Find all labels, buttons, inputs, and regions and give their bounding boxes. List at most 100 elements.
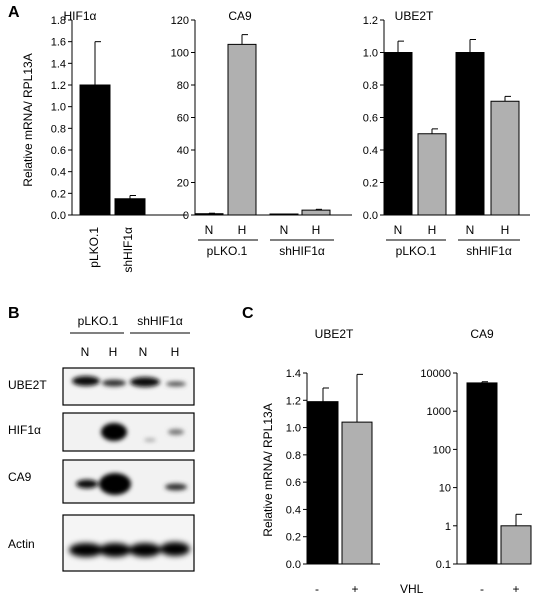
bar — [114, 198, 146, 216]
y-tick-label: 0.8 — [286, 450, 301, 462]
y-tick-label: 0.8 — [363, 80, 378, 92]
x-tick-label: + — [351, 582, 358, 596]
group-label: shHIF1α — [279, 244, 325, 258]
x-tick-label: shHIF1α — [121, 227, 135, 273]
bar — [455, 52, 485, 216]
chart-title: UBE2T — [315, 327, 354, 341]
chart-title: HIF1α — [64, 9, 97, 23]
y-tick-label: 1.0 — [286, 423, 301, 435]
y-tick-label: 40 — [177, 145, 189, 157]
chart-hif1a: HIF1α Relative mRNA/ RPL13A 0.0 0.2 0.4 0.6… — [21, 9, 187, 273]
group-label: pLKO.1 — [396, 244, 437, 258]
y-tick-label: 1.2 — [286, 395, 301, 407]
bar — [417, 133, 447, 216]
blot-group-label: pLKO.1 — [78, 314, 119, 328]
blot-lane-label: H — [171, 345, 180, 359]
blot-group-label: shHIF1α — [137, 314, 183, 328]
y-tick-label: 20 — [177, 178, 189, 190]
condition-label: N — [394, 223, 403, 237]
condition-label: N — [280, 223, 289, 237]
y-tick-label: 1.0 — [363, 48, 378, 60]
condition-label: H — [501, 223, 510, 237]
x-tick-label: - — [315, 582, 319, 596]
y-tick-label: 100 — [171, 48, 189, 60]
y-tick-label: 1 — [445, 521, 451, 533]
bar — [227, 43, 257, 216]
blot-bands-hif1a — [101, 423, 184, 442]
y-tick-label: 0.0 — [286, 559, 301, 571]
bar — [194, 213, 224, 216]
blot-bands-ube2t — [72, 376, 186, 387]
blot-bands-actin — [69, 542, 190, 557]
group-label: pLKO.1 — [207, 244, 248, 258]
blot-row-label: CA9 — [8, 470, 32, 484]
panel-a: A HIF1α Relative mRNA/ RPL13A 0.0 0.2 0.4 0… — [8, 4, 530, 273]
x-tick-label: pLKO.1 — [87, 227, 101, 268]
chart-ca9-vhl: CA9 0.1 1 10 100 1000 10000 - + VHL — [400, 327, 532, 596]
bar — [307, 401, 339, 565]
bar — [500, 525, 532, 565]
y-tick-label: 120 — [171, 15, 189, 27]
y-tick-label: 0.2 — [363, 178, 378, 190]
chart-title: CA9 — [470, 327, 494, 341]
y-tick-label: 0.8 — [51, 123, 66, 135]
blot-lane-label: N — [81, 345, 90, 359]
x-tick-label: + — [512, 582, 519, 596]
y-tick-label: 1.2 — [51, 80, 66, 92]
chart-ca9: CA9 0 20 40 60 80 100 120 N H N H pLKO.1 shHIF… — [171, 9, 352, 258]
y-tick-label: 80 — [177, 80, 189, 92]
bar — [383, 52, 413, 216]
chart-title: UBE2T — [395, 9, 434, 23]
panel-label-c: C — [242, 305, 254, 322]
bar — [79, 84, 111, 216]
condition-label: H — [312, 223, 321, 237]
y-tick-label: 1.4 — [286, 368, 301, 380]
blot-bands-ca9 — [76, 473, 187, 495]
condition-label: H — [428, 223, 437, 237]
y-tick-label: 60 — [177, 113, 189, 125]
blot-row-label: HIF1α — [8, 423, 41, 437]
bar — [466, 382, 498, 565]
condition-label: N — [205, 223, 214, 237]
y-tick-label: 0.4 — [286, 504, 301, 516]
y-tick-label: 10000 — [420, 368, 451, 380]
y-tick-label: 100 — [433, 444, 451, 456]
panel-c: C UBE2T Relative mRNA/ RPL13A 0.0 0.2 0.4 0… — [242, 305, 532, 596]
y-tick-label: 1.6 — [51, 37, 66, 49]
x-axis-label: VHL — [400, 582, 424, 596]
y-tick-label: 0.6 — [363, 113, 378, 125]
y-tick-label: 10 — [439, 483, 451, 495]
y-axis-label: Relative mRNA/ RPL13A — [21, 53, 35, 186]
y-tick-label: 0 — [183, 210, 189, 222]
y-axis-label: Relative mRNA/ RPL13A — [261, 403, 275, 536]
panel-label-a: A — [8, 4, 20, 21]
y-tick-label: 0.6 — [51, 145, 66, 157]
y-tick-label: 0.6 — [286, 477, 301, 489]
y-tick-label: 1.8 — [51, 15, 66, 27]
y-tick-label: 0.0 — [51, 210, 66, 222]
condition-label: H — [238, 223, 247, 237]
chart-ube2t: UBE2T 0.0 0.2 0.4 0.6 0.8 1.0 1.2 N H N H pLKO… — [363, 9, 530, 258]
y-tick-label: 0.2 — [51, 188, 66, 200]
panel-b-western-blot: B pLKO.1 shHIF1α N H N H UBE2T HIF1α CA9 — [8, 305, 195, 572]
y-tick-label: 1.4 — [51, 58, 66, 70]
x-tick-label: - — [480, 582, 484, 596]
y-tick-label: 0.2 — [286, 532, 301, 544]
group-label: shHIF1α — [466, 244, 512, 258]
y-tick-label: 1.0 — [51, 102, 66, 114]
y-tick-label: 1000 — [427, 406, 451, 418]
blot-lane-label: N — [139, 345, 148, 359]
blot-row-label: Actin — [8, 537, 35, 551]
blot-strip-ube2t — [62, 367, 195, 406]
y-tick-label: 0.1 — [436, 559, 451, 571]
bar — [341, 421, 373, 565]
blot-lane-label: H — [109, 345, 118, 359]
condition-label: N — [466, 223, 475, 237]
y-tick-label: 1.2 — [363, 15, 378, 27]
bar — [490, 100, 520, 216]
chart-ube2t-vhl: UBE2T Relative mRNA/ RPL13A 0.0 0.2 0.4 0.6… — [261, 327, 380, 596]
blot-row-label: UBE2T — [8, 378, 47, 392]
y-tick-label: 0.0 — [363, 210, 378, 222]
bar — [301, 209, 331, 216]
